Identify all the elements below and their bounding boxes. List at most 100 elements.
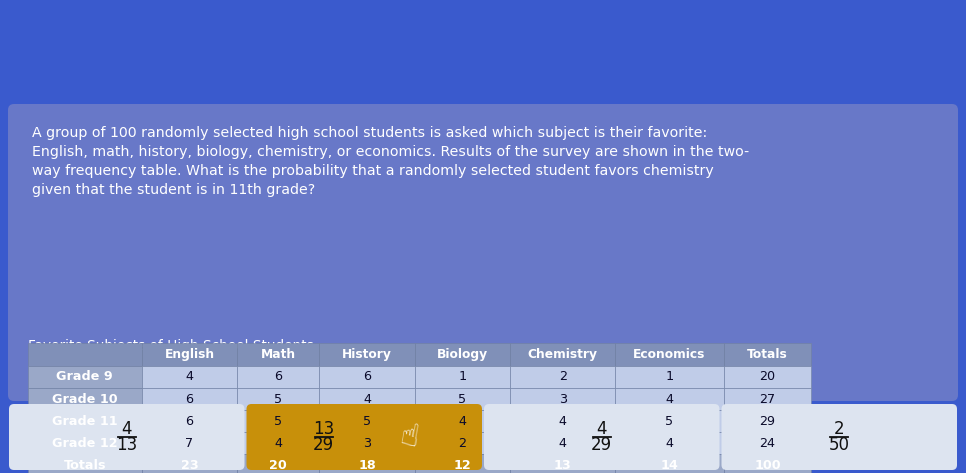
- Text: 4: 4: [459, 414, 467, 428]
- Text: A group of 100 randomly selected high school students is asked which subject is : A group of 100 randomly selected high sc…: [32, 126, 707, 140]
- Bar: [319, 388, 414, 410]
- Bar: [142, 454, 238, 473]
- Text: 5: 5: [666, 414, 673, 428]
- Text: 4: 4: [666, 437, 673, 449]
- Bar: [510, 454, 615, 473]
- Bar: [510, 388, 615, 410]
- Bar: [615, 454, 724, 473]
- Text: 27: 27: [759, 393, 776, 405]
- Text: 3: 3: [558, 393, 567, 405]
- Text: 23: 23: [181, 458, 198, 472]
- Bar: [319, 366, 414, 388]
- Text: Grade 12: Grade 12: [52, 437, 118, 449]
- Bar: [238, 343, 319, 366]
- Bar: [724, 410, 810, 432]
- Bar: [724, 432, 810, 454]
- FancyBboxPatch shape: [8, 104, 958, 401]
- Text: 1: 1: [666, 370, 673, 384]
- Text: 5: 5: [274, 393, 282, 405]
- Bar: [319, 432, 414, 454]
- Bar: [615, 410, 724, 432]
- Text: 29: 29: [591, 436, 612, 454]
- Text: 7: 7: [185, 437, 193, 449]
- Text: way frequency table. What is the probability that a randomly selected student fa: way frequency table. What is the probabi…: [32, 164, 714, 178]
- Text: Grade 11: Grade 11: [52, 414, 118, 428]
- Text: 14: 14: [661, 458, 678, 472]
- Text: English, math, history, biology, chemistry, or economics. Results of the survey : English, math, history, biology, chemist…: [32, 145, 750, 159]
- Bar: [28, 366, 142, 388]
- Text: Biology: Biology: [437, 348, 488, 361]
- Bar: [238, 388, 319, 410]
- Text: 4: 4: [122, 420, 132, 438]
- Bar: [724, 366, 810, 388]
- Bar: [724, 343, 810, 366]
- Bar: [238, 366, 319, 388]
- Bar: [238, 432, 319, 454]
- Bar: [28, 343, 142, 366]
- Bar: [28, 410, 142, 432]
- Text: Economics: Economics: [634, 348, 706, 361]
- Text: Favorite Subjects of High School Students: Favorite Subjects of High School Student…: [28, 339, 314, 353]
- Bar: [142, 410, 238, 432]
- Text: 50: 50: [829, 436, 850, 454]
- Text: 4: 4: [363, 393, 371, 405]
- Bar: [724, 388, 810, 410]
- Text: 13: 13: [116, 436, 137, 454]
- Text: 4: 4: [185, 370, 193, 384]
- Bar: [414, 410, 510, 432]
- Bar: [615, 366, 724, 388]
- Bar: [238, 410, 319, 432]
- Text: English: English: [164, 348, 214, 361]
- Bar: [724, 454, 810, 473]
- Text: 6: 6: [274, 370, 282, 384]
- Bar: [142, 343, 238, 366]
- Text: 4: 4: [558, 437, 567, 449]
- FancyBboxPatch shape: [246, 404, 482, 470]
- Bar: [238, 454, 319, 473]
- Bar: [615, 388, 724, 410]
- Text: ☝: ☝: [398, 421, 421, 453]
- Bar: [414, 388, 510, 410]
- Text: Chemistry: Chemistry: [527, 348, 598, 361]
- Bar: [319, 343, 414, 366]
- Text: 4: 4: [596, 420, 607, 438]
- Text: 6: 6: [185, 414, 193, 428]
- Text: 18: 18: [358, 458, 376, 472]
- Bar: [414, 343, 510, 366]
- Text: given that the student is in 11th grade?: given that the student is in 11th grade?: [32, 183, 315, 197]
- Bar: [28, 454, 142, 473]
- Text: 20: 20: [759, 370, 776, 384]
- FancyBboxPatch shape: [9, 404, 244, 470]
- Text: 1: 1: [459, 370, 467, 384]
- Bar: [615, 343, 724, 366]
- Text: Totals: Totals: [747, 348, 787, 361]
- Bar: [319, 410, 414, 432]
- Bar: [510, 366, 615, 388]
- Bar: [28, 388, 142, 410]
- Text: 5: 5: [459, 393, 467, 405]
- Bar: [142, 388, 238, 410]
- Bar: [414, 432, 510, 454]
- Text: Grade 10: Grade 10: [52, 393, 118, 405]
- Text: 5: 5: [274, 414, 282, 428]
- Bar: [319, 454, 414, 473]
- Bar: [142, 432, 238, 454]
- Bar: [510, 432, 615, 454]
- Text: 6: 6: [363, 370, 371, 384]
- Bar: [510, 410, 615, 432]
- Text: 2: 2: [459, 437, 467, 449]
- Bar: [510, 343, 615, 366]
- Text: 4: 4: [274, 437, 282, 449]
- Text: Totals: Totals: [64, 458, 106, 472]
- Text: 2: 2: [558, 370, 567, 384]
- Bar: [28, 432, 142, 454]
- Bar: [414, 366, 510, 388]
- Text: 29: 29: [313, 436, 334, 454]
- Text: 12: 12: [454, 458, 471, 472]
- Text: 13: 13: [554, 458, 572, 472]
- Text: 5: 5: [363, 414, 371, 428]
- Text: 29: 29: [759, 414, 776, 428]
- Text: 100: 100: [754, 458, 781, 472]
- Text: Math: Math: [261, 348, 296, 361]
- Bar: [414, 454, 510, 473]
